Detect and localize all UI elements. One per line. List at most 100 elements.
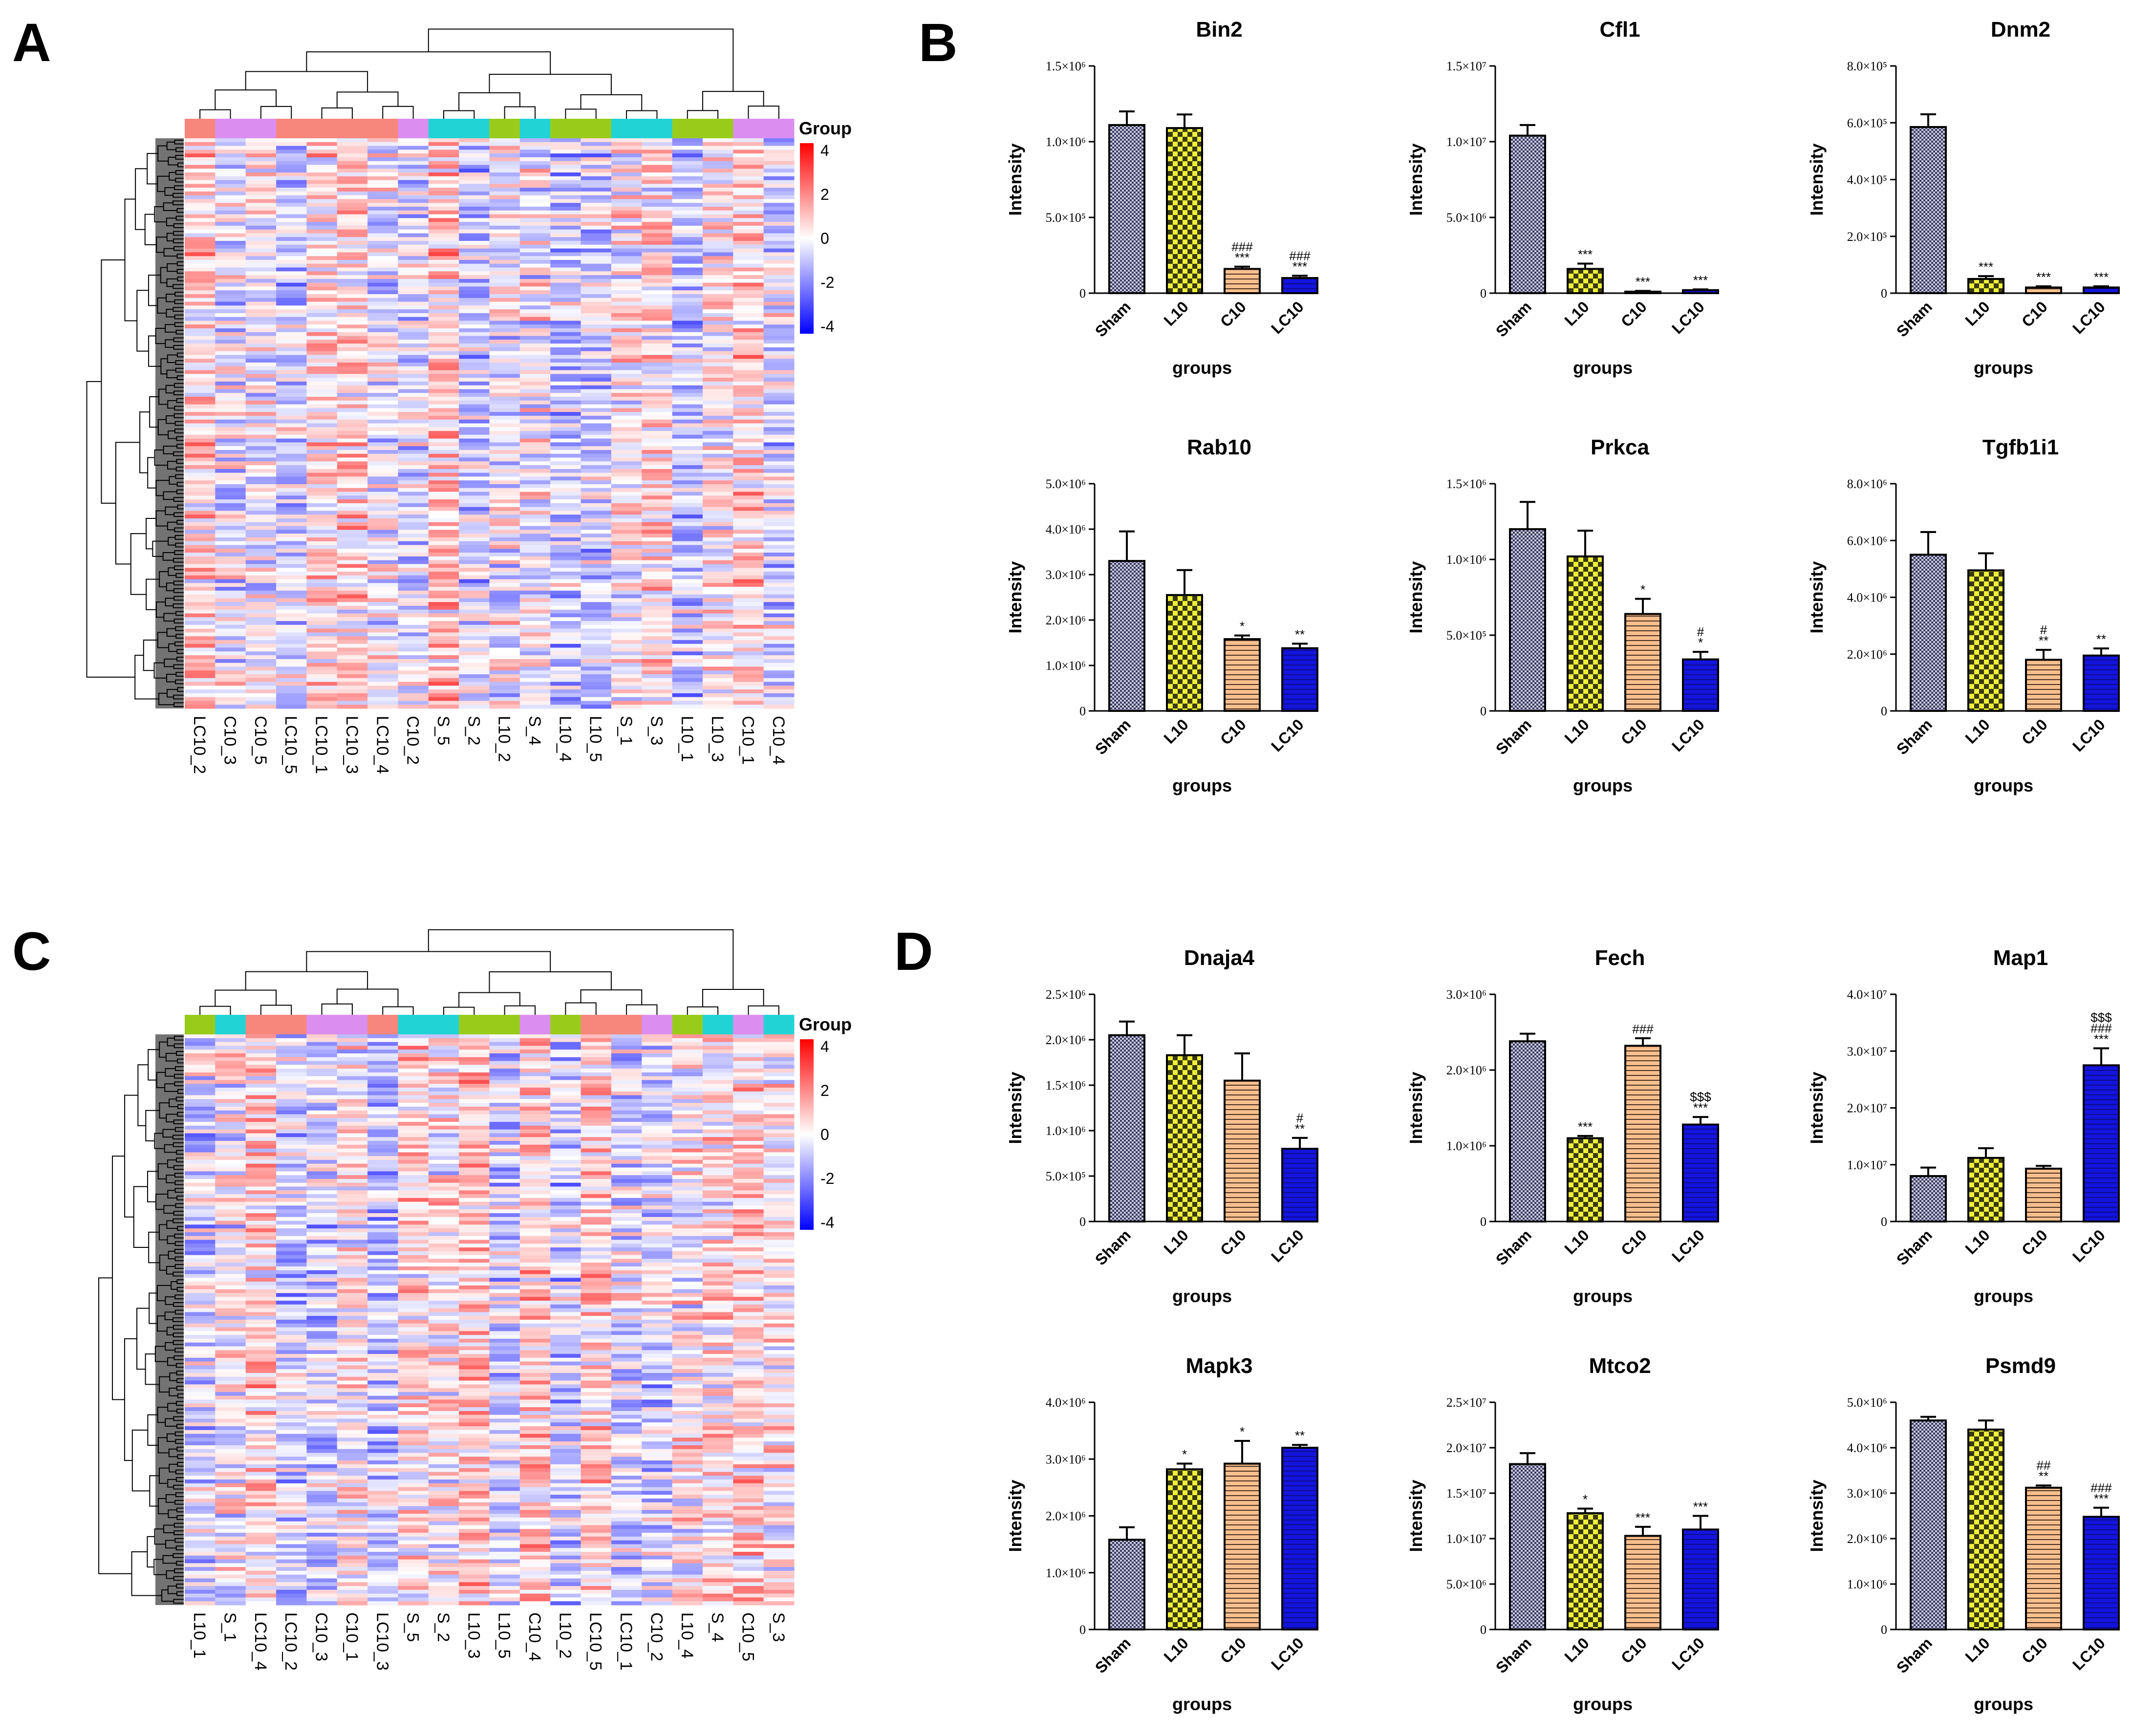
heat-cell: [245, 1133, 277, 1137]
heat-cell: [733, 400, 764, 405]
row-dendrogram: [86, 138, 184, 708]
heat-cell: [672, 282, 703, 287]
heat-cell: [245, 393, 277, 397]
heat-cell: [489, 624, 520, 629]
heat-cell: [428, 328, 459, 333]
group-annotation-bar: [185, 1015, 795, 1034]
heat-cell: [215, 541, 246, 545]
heat-cell: [428, 1228, 459, 1233]
heat-cell: [306, 568, 338, 572]
heat-cell: [519, 434, 551, 439]
heat-cell: [459, 1152, 490, 1157]
heat-cell: [337, 1099, 368, 1103]
heat-cell: [550, 621, 582, 625]
heat-cell: [428, 359, 459, 363]
heat-cell: [550, 438, 582, 443]
heat-cell: [581, 507, 612, 511]
legend-title: Group: [799, 118, 852, 138]
heat-cell: [550, 359, 582, 363]
group-cell: [459, 1015, 490, 1034]
heat-cell: [428, 503, 459, 508]
heat-cell: [398, 294, 429, 299]
heat-cell: [672, 1065, 703, 1069]
heat-cell: [581, 1152, 612, 1157]
heat-cell: [642, 1152, 673, 1157]
heat-cell: [611, 282, 642, 287]
heat-cell: [702, 1228, 733, 1233]
heat-cell: [489, 453, 520, 458]
heat-cell: [763, 1323, 795, 1328]
heat-cell: [611, 138, 642, 143]
heat-cell: [519, 1335, 551, 1339]
heat-cell: [519, 176, 551, 181]
heat-cell: [489, 423, 520, 428]
heat-cell: [245, 442, 277, 447]
heat-cell: [185, 663, 215, 667]
heat-cell: [337, 666, 368, 671]
heat-cell: [550, 169, 582, 173]
heat-cell: [428, 263, 459, 268]
heat-cell: [550, 172, 582, 177]
heat-cell: [337, 203, 368, 207]
heat-cell: [672, 613, 703, 618]
heat-cell: [428, 643, 459, 648]
heat-cell: [581, 1304, 612, 1309]
group-annotation-bar: [185, 119, 795, 138]
heat-cell: [245, 659, 277, 664]
heat-cell: [733, 701, 764, 705]
heat-cell: [428, 412, 459, 416]
heat-cell: [733, 590, 764, 595]
heat-cell: [581, 526, 612, 530]
heat-cell: [428, 267, 459, 272]
heat-cell: [763, 1133, 795, 1137]
heat-cell: [489, 579, 520, 583]
heat-cell: [581, 689, 612, 694]
heat-cell: [185, 142, 215, 147]
heat-cell: [367, 305, 398, 310]
heat-cell: [733, 518, 764, 523]
heat-cell: [185, 1038, 215, 1043]
heat-cell: [702, 469, 733, 473]
heat-cell: [581, 210, 612, 215]
heat-cell: [763, 583, 795, 587]
heat-cell: [367, 363, 398, 367]
heat-cell: [398, 1038, 429, 1043]
heat-cell: [215, 453, 246, 458]
heat-cell: [215, 1357, 246, 1362]
heat-cell: [337, 169, 368, 173]
heat-cell: [581, 263, 612, 268]
heat-cell: [489, 507, 520, 511]
heat-cell: [459, 279, 490, 283]
heat-cell: [672, 643, 703, 648]
heat-cell: [367, 689, 398, 694]
heat-cell: [459, 643, 490, 648]
heat-cell: [702, 697, 733, 701]
heat-cell: [763, 1144, 795, 1149]
heat-cell: [367, 301, 398, 306]
heat-cell: [337, 1228, 368, 1233]
heat-cell: [367, 628, 398, 633]
heat-cell: [489, 495, 520, 500]
heat-cell: [428, 389, 459, 393]
heat-cell: [672, 1095, 703, 1099]
heat-cell: [245, 518, 277, 523]
heat-cell: [185, 1323, 215, 1328]
heat-cell: [581, 1076, 612, 1080]
heat-cell: [367, 579, 398, 583]
heat-cell: [581, 1327, 612, 1331]
heat-cell: [185, 666, 215, 671]
heat-cell: [337, 1084, 368, 1088]
heat-cell: [763, 138, 795, 143]
heat-cell: [276, 534, 307, 538]
heat-cell: [398, 1171, 429, 1176]
heat-cell: [306, 256, 338, 260]
heat-cell: [337, 514, 368, 519]
heat-cell: [611, 476, 642, 481]
heat-cell: [611, 651, 642, 656]
heat-cell: [185, 472, 215, 477]
heat-cell: [428, 298, 459, 302]
heat-cell: [733, 640, 764, 644]
heat-cell: [459, 1156, 490, 1160]
heat-cell: [367, 1274, 398, 1278]
